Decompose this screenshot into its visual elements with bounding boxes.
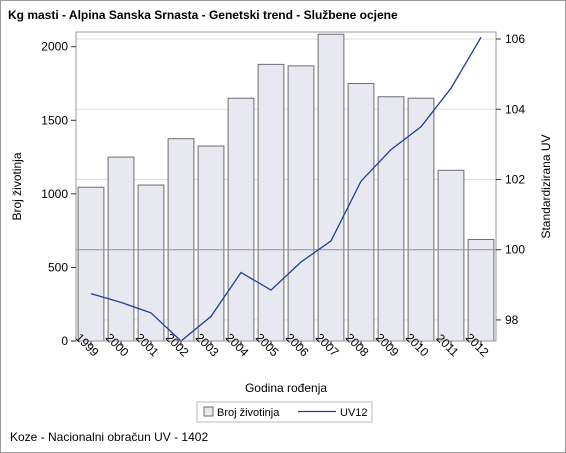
- plot-border: [75, 31, 497, 342]
- footnote: Koze - Nacionalni obračun UV - 1402: [10, 430, 209, 444]
- bars-layer: [77, 33, 495, 342]
- bar: [167, 138, 195, 342]
- left-tick-label: 1500: [41, 113, 68, 127]
- bar: [77, 186, 105, 342]
- legend-label-bars: Broj životinja: [217, 407, 280, 419]
- chart-title: Kg masti - Alpina Sanska Srnasta - Genet…: [8, 8, 398, 22]
- line-layer: [90, 36, 482, 342]
- bar: [437, 169, 465, 342]
- bar: [197, 145, 225, 342]
- bar: [377, 96, 405, 342]
- x-axis-label: Godina rođenja: [245, 381, 327, 395]
- legend-box: [196, 401, 373, 423]
- bar: [107, 156, 135, 342]
- left-tick-label: 2000: [41, 40, 68, 54]
- bar: [287, 65, 315, 342]
- left-tick-label: 0: [61, 334, 68, 348]
- right-tick-label: 104: [505, 102, 525, 116]
- right-tick-label: 100: [505, 243, 525, 257]
- right-tick-label: 102: [505, 172, 525, 186]
- legend: Broj životinja UV12: [196, 401, 373, 423]
- bar: [467, 238, 495, 342]
- bar: [347, 83, 375, 342]
- y-axis-label: Broj životinja: [10, 152, 24, 220]
- right-tick-label: 106: [505, 32, 525, 46]
- uv12-line: [90, 36, 482, 342]
- left-tick-label: 1000: [41, 187, 68, 201]
- bar: [407, 97, 435, 342]
- bar: [227, 97, 255, 342]
- legend-swatch-bars: [203, 406, 214, 417]
- bar: [317, 33, 345, 342]
- axes-layer: 0 500 1000 1500 2000 Broj životinja 98 100 102 10…: [10, 32, 553, 395]
- y2-axis-label: Standardizirana UV: [539, 134, 553, 238]
- left-tick-label: 500: [48, 260, 68, 274]
- bar: [137, 184, 165, 342]
- bar: [257, 63, 285, 342]
- legend-label-line: UV12: [340, 407, 368, 419]
- right-tick-label: 98: [505, 313, 519, 327]
